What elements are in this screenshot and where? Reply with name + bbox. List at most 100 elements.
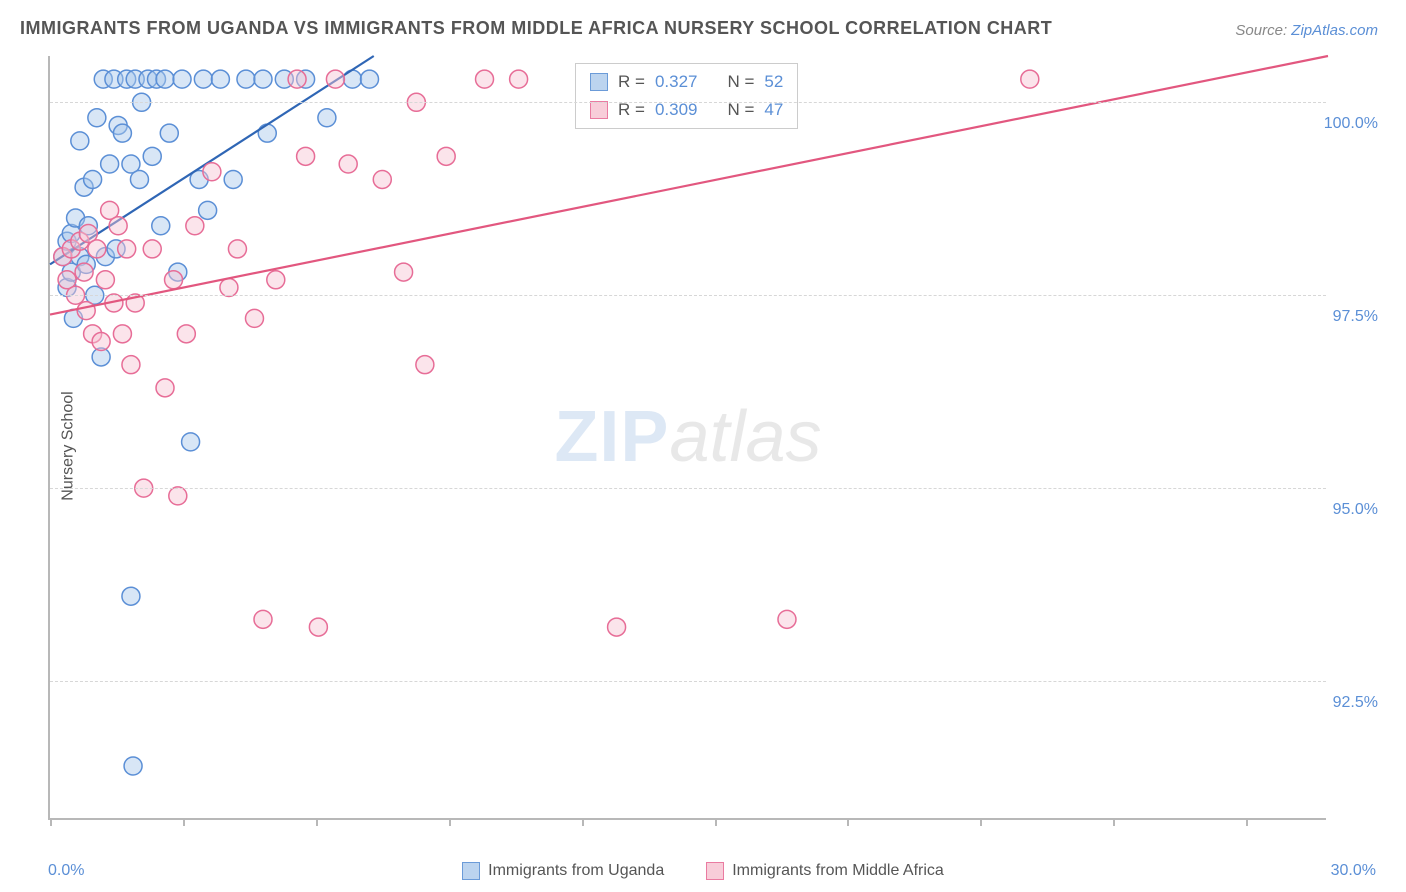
- data-point: [130, 170, 148, 188]
- stat-r-label: R =: [618, 96, 645, 124]
- data-point: [88, 240, 106, 258]
- source-prefix: Source:: [1235, 22, 1291, 39]
- data-point: [194, 70, 212, 88]
- source-link[interactable]: ZipAtlas.com: [1291, 22, 1378, 39]
- data-point: [318, 109, 336, 127]
- stat-r-value: 0.327: [655, 68, 698, 96]
- data-point: [143, 240, 161, 258]
- data-point: [237, 70, 255, 88]
- data-point: [173, 70, 191, 88]
- x-tick: [1246, 818, 1248, 826]
- data-point: [71, 132, 89, 150]
- data-point: [326, 70, 344, 88]
- stat-r-value: 0.309: [655, 96, 698, 124]
- legend-label: Immigrants from Uganda: [488, 862, 664, 880]
- data-point: [309, 618, 327, 636]
- stat-n-label: N =: [727, 68, 754, 96]
- data-point: [339, 155, 357, 173]
- legend-item-uganda: Immigrants from Uganda: [462, 862, 664, 880]
- data-point: [124, 757, 142, 775]
- data-point: [245, 309, 263, 327]
- y-tick-label: 92.5%: [1333, 694, 1378, 712]
- data-point: [297, 147, 315, 165]
- data-point: [608, 618, 626, 636]
- x-tick: [715, 818, 717, 826]
- x-tick: [980, 818, 982, 826]
- data-point: [258, 124, 276, 142]
- stats-row: R = 0.327 N = 52: [590, 68, 783, 96]
- gridline: [50, 488, 1326, 489]
- x-tick: [316, 818, 318, 826]
- data-point: [211, 70, 229, 88]
- data-point: [156, 379, 174, 397]
- data-point: [84, 170, 102, 188]
- data-point: [778, 610, 796, 628]
- gridline: [50, 102, 1326, 103]
- y-tick-label: 97.5%: [1333, 308, 1378, 326]
- legend-swatch-icon: [462, 862, 480, 880]
- data-point: [165, 271, 183, 289]
- data-point: [254, 70, 272, 88]
- data-point: [224, 170, 242, 188]
- x-tick: [183, 818, 185, 826]
- x-tick: [449, 818, 451, 826]
- data-point: [416, 356, 434, 374]
- plot-area: ZIPatlas R =0.327N =52R =0.309N =47: [48, 56, 1326, 820]
- data-point: [77, 302, 95, 320]
- legend-swatch-icon: [590, 101, 608, 119]
- y-tick-label: 95.0%: [1333, 501, 1378, 519]
- data-point: [88, 109, 106, 127]
- data-point: [177, 325, 195, 343]
- gridline: [50, 295, 1326, 296]
- x-tick: [847, 818, 849, 826]
- data-point: [113, 325, 131, 343]
- x-tick: [50, 818, 52, 826]
- data-point: [182, 433, 200, 451]
- data-point: [199, 201, 217, 219]
- x-tick: [582, 818, 584, 826]
- legend-label: Immigrants from Middle Africa: [732, 862, 944, 880]
- data-point: [122, 587, 140, 605]
- legend-bottom: Immigrants from Uganda Immigrants from M…: [0, 862, 1406, 880]
- chart-svg: [50, 56, 1326, 818]
- stats-legend-box: R = 0.327 N = 52 R = 0.309 N = 47: [575, 63, 798, 129]
- data-point: [476, 70, 494, 88]
- data-point: [395, 263, 413, 281]
- data-point: [186, 217, 204, 235]
- data-point: [203, 163, 221, 181]
- data-point: [113, 124, 131, 142]
- data-point: [109, 217, 127, 235]
- data-point: [75, 263, 93, 281]
- data-point: [92, 333, 110, 351]
- stat-n-label: N =: [727, 96, 754, 124]
- legend-swatch-icon: [706, 862, 724, 880]
- data-point: [122, 356, 140, 374]
- data-point: [160, 124, 178, 142]
- data-point: [156, 70, 174, 88]
- data-point: [152, 217, 170, 235]
- data-point: [169, 487, 187, 505]
- legend-swatch-icon: [590, 73, 608, 91]
- stat-n-value: 47: [764, 96, 783, 124]
- gridline: [50, 681, 1326, 682]
- data-point: [288, 70, 306, 88]
- data-point: [510, 70, 528, 88]
- y-tick-label: 100.0%: [1324, 115, 1378, 133]
- data-point: [361, 70, 379, 88]
- stats-row: R = 0.309 N = 47: [590, 96, 783, 124]
- source-attribution: Source: ZipAtlas.com: [1235, 22, 1378, 39]
- legend-item-middle-africa: Immigrants from Middle Africa: [706, 862, 944, 880]
- data-point: [143, 147, 161, 165]
- data-point: [220, 279, 238, 297]
- data-point: [373, 170, 391, 188]
- data-point: [267, 271, 285, 289]
- data-point: [228, 240, 246, 258]
- data-point: [101, 155, 119, 173]
- data-point: [437, 147, 455, 165]
- stat-n-value: 52: [764, 68, 783, 96]
- data-point: [96, 271, 114, 289]
- data-point: [254, 610, 272, 628]
- data-point: [118, 240, 136, 258]
- x-tick: [1113, 818, 1115, 826]
- stat-r-label: R =: [618, 68, 645, 96]
